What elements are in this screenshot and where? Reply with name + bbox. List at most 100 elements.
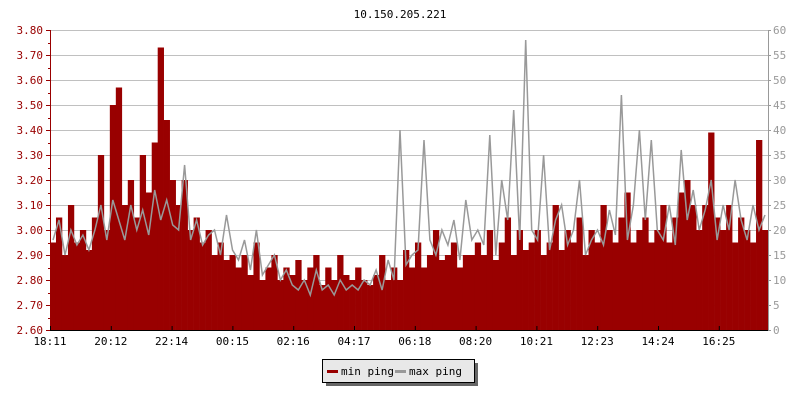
min-ping-bar — [151, 142, 158, 330]
axes: 2.60 0 2.70 5 2.80 10 2.90 15 3.00 20 3.10 25 3.20 30… — [17, 24, 787, 348]
min-ping-bar — [654, 230, 661, 330]
min-ping-bar — [702, 205, 709, 330]
min-ping-bar — [636, 230, 643, 330]
min-ping-bar — [588, 230, 595, 330]
left-tick-label: 2.70 — [17, 299, 44, 312]
min-ping-bar — [223, 260, 230, 330]
min-ping-bar — [211, 255, 218, 330]
min-ping-bar — [379, 255, 386, 330]
min-ping-bar — [181, 180, 188, 330]
min-ping-bar — [690, 205, 697, 330]
min-ping-bar — [361, 280, 368, 330]
left-tick-label: 3.60 — [17, 74, 44, 87]
min-ping-bar — [157, 47, 164, 330]
min-ping-bar — [241, 255, 248, 330]
min-ping-bar — [343, 275, 350, 330]
max-ping-line — [52, 39, 766, 298]
right-tick-label: 40 — [773, 124, 786, 137]
min-ping-bar — [696, 230, 703, 330]
min-ping-bar — [480, 255, 488, 330]
min-ping-bar — [462, 255, 470, 330]
left-tick-label: 2.80 — [17, 274, 44, 287]
min-ping-bar — [684, 180, 691, 330]
min-ping-bar — [127, 180, 135, 330]
x-tick-label: 18:11 — [33, 335, 66, 348]
min-ping-bar — [630, 242, 637, 330]
min-ping-bar — [289, 275, 296, 330]
min-ping-bar — [259, 280, 266, 330]
x-tick-label: 02:16 — [277, 335, 310, 348]
left-tick-label: 3.70 — [17, 49, 44, 62]
min-ping-bar — [67, 205, 75, 330]
min-ping-bar — [708, 132, 715, 330]
min-ping-bar — [271, 255, 278, 330]
min-ping-bar — [169, 180, 176, 330]
left-tick-label: 2.90 — [17, 249, 44, 262]
min-ping-bar — [618, 217, 625, 330]
min-ping-bar — [205, 230, 212, 330]
x-tick-label: 22:14 — [155, 335, 188, 348]
min-ping-bar — [139, 155, 147, 330]
right-tick-label: 45 — [773, 99, 786, 112]
min-ping-bar — [325, 267, 332, 330]
min-ping-bar — [91, 217, 99, 330]
right-tick-label: 25 — [773, 199, 786, 212]
right-tick-label: 60 — [773, 24, 786, 37]
min-ping-bar — [403, 250, 410, 330]
x-tick-label: 20:12 — [94, 335, 127, 348]
left-tick-label: 3.80 — [17, 24, 44, 37]
min-ping-bar — [295, 260, 302, 330]
min-ping-bar — [50, 242, 57, 330]
min-ping-bar — [133, 217, 141, 330]
min-ping-bar — [594, 242, 601, 330]
min-ping-bar — [564, 230, 571, 330]
min-ping-bar — [522, 250, 529, 330]
min-ping-bar — [385, 280, 392, 330]
min-ping-bar — [672, 217, 679, 330]
min-ping-bar — [193, 217, 200, 330]
min-ping-bar — [540, 255, 547, 330]
min-ping-bar — [558, 250, 565, 330]
min-ping-bar — [534, 230, 541, 330]
legend-label-max-ping: max ping — [409, 365, 462, 378]
min-ping-bar — [313, 255, 320, 330]
min-ping-bar — [331, 280, 338, 330]
min-ping-bars — [50, 47, 769, 330]
right-tick-label: 0 — [773, 324, 780, 337]
min-ping-bar — [660, 205, 667, 330]
min-ping-bar — [714, 217, 721, 330]
min-ping-bar — [115, 87, 123, 330]
min-ping-bar — [355, 267, 362, 330]
min-ping-bar — [73, 242, 81, 330]
x-tick-label: 08:20 — [459, 335, 492, 348]
min-ping-bar — [552, 205, 559, 330]
right-tick-label: 15 — [773, 249, 786, 262]
min-ping-bar — [432, 230, 440, 330]
min-ping-bar — [444, 255, 452, 330]
min-ping-bar — [606, 230, 613, 330]
min-ping-bar — [307, 267, 314, 330]
min-ping-bar — [762, 230, 769, 330]
min-ping-bar — [283, 267, 290, 330]
min-ping-bar — [397, 280, 404, 330]
min-ping-bar — [253, 242, 260, 330]
min-ping-bar — [55, 217, 63, 330]
min-ping-bar — [409, 267, 416, 330]
min-ping-bar — [97, 155, 105, 330]
min-ping-bar — [145, 192, 153, 330]
min-ping-bar — [175, 205, 182, 330]
min-ping-bar — [498, 242, 506, 330]
min-ping-bar — [678, 192, 685, 330]
min-ping-bar — [61, 255, 69, 330]
min-ping-bar — [666, 242, 673, 330]
x-tick-label: 06:18 — [398, 335, 431, 348]
min-ping-bar — [349, 280, 356, 330]
min-ping-bar — [582, 255, 589, 330]
min-ping-bar — [438, 260, 446, 330]
min-ping-bar — [726, 205, 733, 330]
min-ping-bar — [391, 267, 398, 330]
min-ping-bar — [235, 267, 242, 330]
min-ping-bar — [474, 242, 482, 330]
min-ping-bar — [414, 242, 422, 330]
